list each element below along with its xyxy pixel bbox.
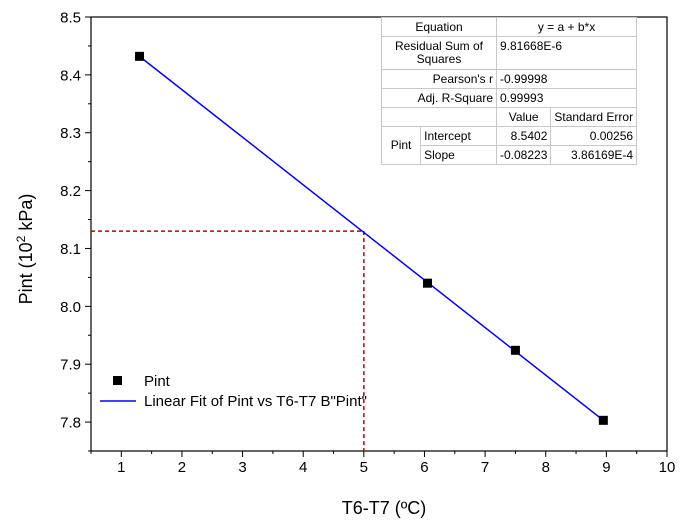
value-header: Value [495, 107, 552, 127]
data-point [510, 345, 520, 355]
empty-cell [381, 107, 497, 127]
y-tick-label: 8.5 [60, 10, 81, 27]
x-tick-label: 9 [602, 459, 610, 476]
slope-stderr: 3.86169E-4 [550, 145, 638, 165]
slope-value: -0.08223 [495, 145, 552, 165]
equation-value: y = a + b*x [495, 17, 638, 37]
table-row: Residual Sum of Squares 9.81668E-6 [381, 36, 638, 70]
rss-value: 9.81668E-6 [495, 36, 638, 70]
y-tick-label: 8.2 [60, 183, 81, 200]
reference-lines [91, 230, 365, 451]
x-tick-label: 6 [420, 459, 428, 476]
regression-stats-table: Equation y = a + b*x Residual Sum of Squ… [380, 17, 638, 165]
axes: 1 2 3 4 5 6 7 8 9 10 7.8 7.9 8.0 8.1 8.2 8.3 8.4 8.5 [60, 10, 675, 477]
x-tick-label: 2 [178, 459, 186, 476]
legend-label: Pint [144, 373, 171, 390]
legend-marker-square [113, 376, 122, 385]
intercept-value: 8.5402 [495, 126, 552, 146]
table-row: Pearson's r -0.99998 [381, 69, 638, 89]
x-tick-label: 8 [542, 459, 550, 476]
x-tick-label: 1 [117, 459, 125, 476]
fit-line [139, 55, 604, 421]
adj-r-square-value: 0.99993 [495, 88, 638, 108]
data-point [423, 278, 433, 288]
intercept-label: Intercept [420, 126, 497, 146]
x-tick-label: 4 [299, 459, 307, 476]
data-point [135, 51, 145, 61]
table-row: Adj. R-Square 0.99993 [381, 88, 638, 108]
plot-area [90, 16, 668, 452]
x-tick-label: 3 [238, 459, 246, 476]
stderr-header: Standard Error [550, 107, 638, 127]
x-tick-label: 5 [360, 459, 368, 476]
table-row: Slope -0.08223 3.86169E-4 [382, 145, 638, 165]
equation-label: Equation [381, 17, 497, 37]
y-tick-label: 7.8 [60, 415, 81, 432]
data-point [598, 415, 608, 425]
y-tick-label: 8.1 [60, 241, 81, 258]
y-tick-label: 8.0 [60, 299, 81, 316]
data-points [135, 51, 608, 425]
x-tick-label: 7 [481, 459, 489, 476]
table-row: Equation y = a + b*x [381, 17, 638, 37]
x-tick-label: 10 [659, 459, 676, 476]
legend-label: Linear Fit of Pint vs T6-T7 B"Pint" [144, 393, 367, 410]
y-tick-label: 8.4 [60, 67, 81, 84]
rss-label: Residual Sum of Squares [381, 36, 497, 70]
y-tick-label: 7.9 [60, 357, 81, 374]
pearson-value: -0.99998 [495, 69, 638, 89]
legend: Pint Linear Fit of Pint vs T6-T7 B"Pint" [100, 373, 367, 410]
x-axis-label: T6-T7 (ºC) [342, 498, 427, 518]
y-axis-label: Pint (102 kPa) [14, 194, 36, 305]
intercept-stderr: 0.00256 [550, 126, 638, 146]
table-row: Value Standard Error [381, 107, 638, 127]
slope-label: Slope [420, 145, 497, 165]
fit-lines [139, 55, 604, 421]
table-row: Pint Intercept 8.5402 0.00256 [380, 126, 638, 165]
adj-r-square-label: Adj. R-Square [381, 88, 497, 108]
y-tick-label: 8.3 [60, 125, 81, 142]
plot-frame [90, 16, 668, 452]
group-label: Pint [380, 126, 422, 165]
pearson-label: Pearson's r [381, 69, 497, 89]
